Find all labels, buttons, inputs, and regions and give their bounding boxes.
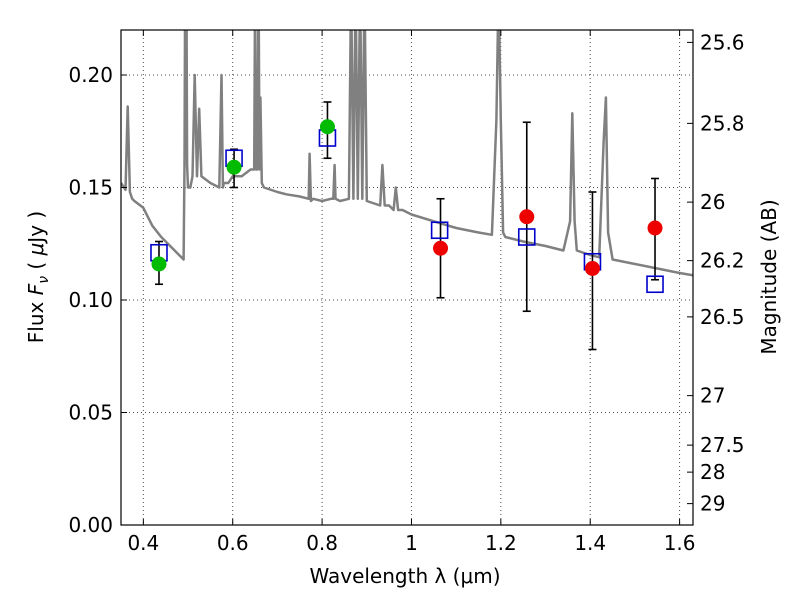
mag-tick-label: 29 [700, 492, 725, 516]
mag-tick-label: 25.6 [700, 30, 745, 54]
mag-tick-label: 25.8 [700, 111, 745, 135]
observed-points [151, 119, 663, 276]
y-tick-label: 0.05 [68, 401, 113, 425]
observed-point [319, 119, 335, 135]
mag-tick-label: 27.5 [700, 433, 745, 457]
y-tick-label: 0.15 [68, 176, 113, 200]
mag-tick-label: 28 [700, 460, 725, 484]
sed-curve [121, 30, 693, 277]
observed-point [584, 261, 600, 276]
x-tick-label: 0.8 [306, 531, 338, 555]
sed-line [121, 30, 693, 277]
model-square [646, 275, 664, 294]
observed-point [519, 209, 535, 225]
mag-tick-label: 26.5 [700, 305, 745, 329]
y-tick-label: 0.20 [68, 63, 113, 87]
x-tick-label: 1.6 [664, 531, 696, 555]
x-tick-label: 1.2 [485, 531, 517, 555]
y2-axis-label: Magnitude (AB) [757, 199, 781, 354]
x-tick-label: 0.6 [217, 531, 249, 555]
y-axis-label: Flux Fν ( μJy ) [24, 211, 52, 343]
model-square [517, 228, 536, 246]
y-tick-label: 0.00 [68, 513, 113, 537]
y-tick-label: 0.10 [68, 288, 113, 312]
x-axis-label: Wavelength λ (μm) [309, 564, 500, 588]
plot-frame [120, 29, 694, 526]
observed-point [226, 159, 242, 175]
model-square [430, 221, 449, 240]
observed-point [151, 256, 167, 272]
error-bars [154, 101, 660, 351]
mag-tick-label: 26 [700, 190, 725, 214]
x-tick-label: 0.4 [127, 531, 159, 555]
axes: 0.4 0.6 0.8 1 1.2 1.4 1.6 0.00 0.05 0.10 0.15 0.20 2… [68, 30, 745, 555]
observed-point [647, 220, 663, 236]
x-tick-label: 1.4 [574, 531, 606, 555]
mag-tick-label: 26.2 [700, 249, 745, 273]
mag-tick-label: 27 [700, 384, 725, 408]
observed-point [433, 240, 449, 256]
x-tick-label: 1 [405, 531, 418, 555]
